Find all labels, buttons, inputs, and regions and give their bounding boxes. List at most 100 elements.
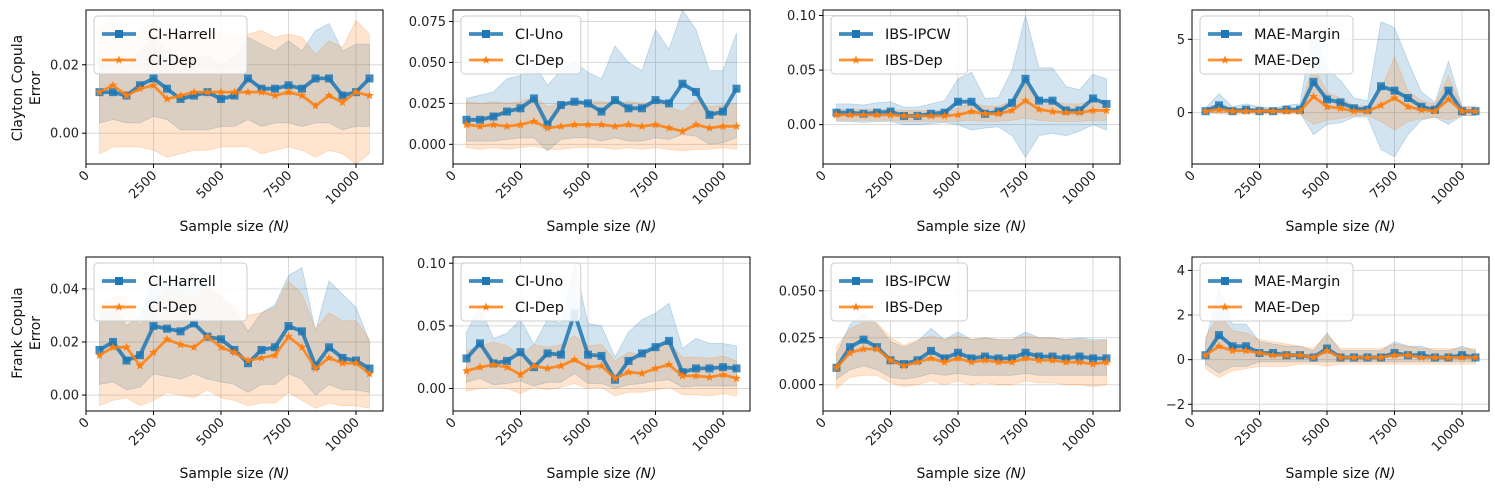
marker-star — [1471, 106, 1480, 115]
marker-star — [1363, 106, 1372, 115]
marker-star — [95, 350, 104, 359]
y-tick-label: 5 — [1177, 33, 1185, 48]
x-tick-label: 5000 — [1300, 415, 1334, 449]
legend-label-ibs-ipcw: IBS-IPCW — [885, 274, 951, 290]
x-axis-label-var: (N) — [1005, 466, 1026, 482]
marker-star — [475, 362, 485, 371]
y-tick-label: 0.10 — [787, 9, 816, 24]
marker-square — [705, 364, 714, 373]
marker-square — [476, 115, 484, 124]
marker-star — [678, 371, 687, 380]
marker-star — [1376, 100, 1386, 110]
marker-star — [1403, 102, 1413, 111]
marker-star — [732, 121, 741, 130]
marker-star — [1255, 106, 1264, 115]
y-tick-label: 0.000 — [409, 138, 446, 153]
x-tick-label: 2500 — [863, 415, 897, 449]
marker-square — [557, 101, 565, 110]
marker-star — [1363, 352, 1372, 362]
marker-star — [216, 87, 226, 96]
marker-star — [1417, 105, 1426, 114]
marker-square — [244, 359, 252, 368]
x-tick-label: 10000 — [690, 415, 730, 455]
marker-square — [338, 353, 347, 362]
marker-star — [705, 372, 714, 381]
marker-star — [1376, 352, 1386, 362]
y-tick-label: 2 — [1177, 309, 1185, 324]
marker-star — [1282, 350, 1291, 359]
marker-square — [516, 348, 525, 357]
marker-square — [584, 99, 592, 108]
x-tick-label: 7500 — [261, 168, 295, 202]
marker-square — [705, 110, 714, 119]
marker-star — [1390, 350, 1399, 359]
x-axis-label-var: (N) — [268, 219, 289, 235]
marker-star — [1075, 108, 1084, 117]
row-label-0-line-1: Clayton Copula — [10, 35, 26, 141]
x-tick-label: 2500 — [1232, 168, 1266, 202]
marker-square — [489, 112, 498, 121]
x-tick-label: 2500 — [1232, 415, 1266, 449]
x-tick-label: 2500 — [126, 415, 160, 449]
marker-star — [351, 358, 361, 367]
marker-square — [1323, 95, 1331, 104]
marker-star — [149, 80, 158, 89]
marker-star — [1390, 93, 1399, 102]
marker-star — [203, 87, 212, 96]
marker-square — [516, 104, 525, 113]
legend-label-ci-dep: CI-Dep — [148, 300, 197, 316]
marker-square — [732, 364, 741, 373]
marker-square — [1021, 74, 1030, 83]
marker-square — [678, 79, 687, 88]
marker-square — [163, 84, 171, 93]
marker-star — [859, 344, 868, 353]
marker-star — [243, 356, 253, 365]
marker-square — [624, 356, 633, 365]
x-axis-label: Sample size (N) — [1286, 466, 1396, 482]
marker-star — [1471, 352, 1480, 362]
legend: IBS-IPCW IBS-Dep — [830, 262, 968, 322]
marker-star — [940, 111, 949, 120]
axes-frame — [452, 256, 751, 412]
x-tick-label: 10000 — [323, 415, 363, 455]
marker-star — [637, 368, 647, 378]
marker-star — [270, 91, 280, 100]
marker-star — [189, 342, 199, 351]
legend: CI-Harrell CI-Dep — [93, 262, 248, 322]
marker-star — [664, 123, 674, 132]
legend-marker-square — [1221, 30, 1229, 38]
legend-label-ibs-dep: IBS-Dep — [885, 53, 943, 69]
y-tick-label: −2 — [1166, 398, 1185, 413]
marker-star — [502, 362, 512, 371]
marker-square — [1377, 82, 1385, 91]
marker-star — [257, 353, 266, 362]
marker-star — [1255, 348, 1264, 357]
marker-square — [651, 96, 660, 105]
marker-star — [1444, 352, 1453, 362]
marker-square — [557, 350, 565, 359]
marker-star — [216, 342, 226, 351]
x-tick-label: 0 — [813, 415, 829, 431]
marker-star — [1021, 353, 1030, 363]
x-tick-label: 10000 — [690, 168, 730, 208]
marker-square — [1048, 96, 1057, 105]
x-tick-label: 7500 — [998, 415, 1032, 449]
y-tick-label: 0.025 — [409, 97, 446, 112]
marker-star — [1417, 352, 1426, 362]
marker-square — [638, 349, 646, 358]
marker-star — [610, 121, 620, 130]
y-tick-label: 0.02 — [50, 335, 79, 350]
legend-label-mae-dep: MAE-Dep — [1254, 53, 1320, 69]
y-tick-label: 0.000 — [779, 378, 816, 393]
row-label-0-line-2: Error — [28, 71, 44, 105]
marker-square — [597, 351, 606, 360]
marker-star — [543, 363, 552, 373]
marker-square — [719, 363, 727, 372]
marker-star — [583, 362, 593, 371]
marker-star — [886, 355, 895, 364]
marker-star — [940, 357, 949, 366]
marker-square — [476, 339, 484, 348]
marker-square — [503, 356, 511, 365]
marker-star — [913, 357, 922, 366]
marker-star — [718, 370, 728, 379]
